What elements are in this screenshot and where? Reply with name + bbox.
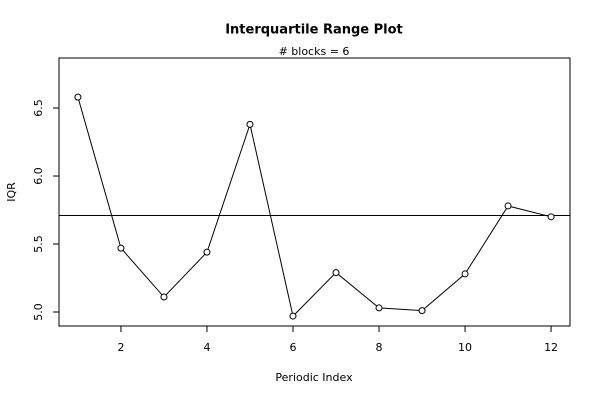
y-tick-label: 5.0 <box>32 303 45 321</box>
x-tick-label: 6 <box>289 341 296 354</box>
data-point <box>289 312 297 320</box>
x-tick-label: 10 <box>458 341 472 354</box>
data-point <box>547 213 555 221</box>
x-tick-label: 2 <box>117 341 124 354</box>
y-tick-label: 5.5 <box>32 235 45 253</box>
y-tick-label: 6.5 <box>32 99 45 117</box>
data-point <box>203 248 211 256</box>
data-point <box>418 307 426 315</box>
data-point <box>74 93 82 101</box>
chart-title: Interquartile Range Plot <box>225 23 403 38</box>
x-tick-label: 12 <box>544 341 558 354</box>
x-axis-label: Periodic Index <box>275 371 353 384</box>
y-tick-label: 6.0 <box>32 167 45 185</box>
data-point <box>246 120 254 128</box>
x-tick-label: 4 <box>203 341 210 354</box>
plot-frame <box>58 57 571 327</box>
data-line <box>77 97 552 318</box>
chart-subtitle: # blocks = 6 <box>279 45 350 58</box>
data-point <box>332 269 340 277</box>
data-point <box>375 304 383 312</box>
data-point <box>117 244 125 252</box>
data-point <box>160 293 168 301</box>
data-point <box>461 270 469 278</box>
y-axis-label: IQR <box>5 182 18 202</box>
data-point <box>504 202 512 210</box>
x-tick-label: 8 <box>376 341 383 354</box>
